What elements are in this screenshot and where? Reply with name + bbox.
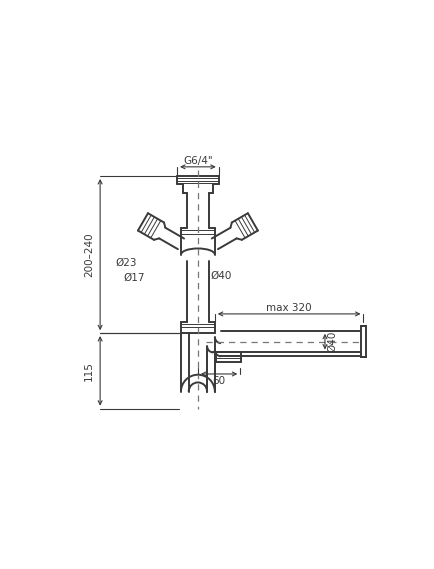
Text: Ø40: Ø40 [210, 271, 231, 281]
Text: Ø23: Ø23 [115, 257, 137, 267]
Text: max 320: max 320 [266, 303, 311, 313]
Bar [360, 326, 365, 357]
Text: 60: 60 [212, 376, 225, 386]
Text: Ø17: Ø17 [123, 273, 145, 283]
Text: Ø40: Ø40 [326, 331, 336, 352]
Text: 200–240: 200–240 [84, 232, 94, 277]
Text: G6/4": G6/4" [183, 156, 212, 166]
Text: 115: 115 [84, 361, 94, 381]
